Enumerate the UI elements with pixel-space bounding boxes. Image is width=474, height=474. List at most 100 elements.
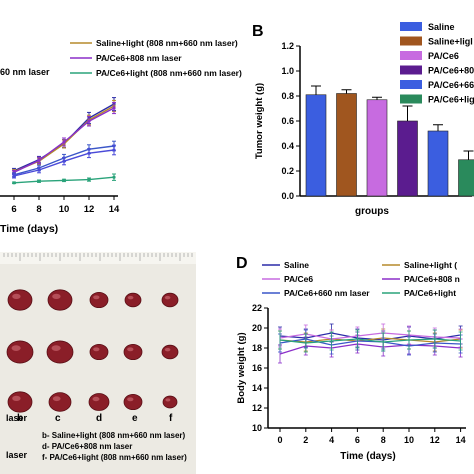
tumor-specimen [124, 292, 142, 308]
panel-a-x-tick-label: 8 [36, 204, 41, 215]
panel-b-y-tick-label: 1.0 [281, 66, 294, 76]
panel-d-x-tick-label: 10 [404, 435, 414, 445]
photo-row-label-0: laser [6, 413, 28, 423]
panel-d-x-tick-label: 12 [430, 435, 440, 445]
panel-d-x-tick-label: 8 [381, 435, 386, 445]
photo-caption-0: b- Saline+light (808 nm+660 nm laser) [42, 431, 186, 440]
panel-d-x-tick-label: 2 [303, 435, 308, 445]
tumor-specimen [89, 343, 109, 361]
tumor-highlight [164, 347, 171, 352]
panel-d-y-tick-label: 18 [252, 343, 262, 353]
panel-a-point [62, 178, 66, 182]
panel-c-photo: laser laser b c d e f b- Saline+light (8… [0, 252, 196, 474]
panel-a-legend: 60 nm laser Saline+light (808 nm+660 nm … [0, 38, 242, 78]
panel-a-x-axis-label: Time (days) [0, 223, 58, 235]
tumor-specimen [162, 395, 178, 409]
panel-a-point [87, 151, 91, 155]
tumor-highlight [127, 397, 134, 402]
tumor-highlight [127, 295, 134, 300]
panel-a-point [112, 175, 116, 179]
panel-a-point [37, 158, 41, 162]
panel-b-bar-5 [458, 159, 474, 197]
photo-col-letter-c: c [55, 413, 61, 424]
panel-a-point [37, 179, 41, 183]
panel-d-legend-label-2: PA/Ce6 [284, 274, 313, 284]
panel-a-chart: 6 8 10 12 14 Time (days) [0, 97, 120, 235]
panel-d-y-tick-label: 16 [252, 363, 262, 373]
tumor-specimen [48, 392, 72, 412]
tumor-specimen [7, 289, 33, 311]
panel-d-chart: 10 12 14 16 18 20 22 0 2 4 6 8 10 12 14 Time (days) Body… [236, 260, 466, 462]
tumor-highlight [12, 395, 21, 402]
panel-b-y-tick-label: 0.6 [281, 116, 294, 126]
panel-b-legend-swatch-3 [400, 65, 422, 75]
panel-d-x-tick-label: 6 [355, 435, 360, 445]
tumor-highlight [12, 293, 21, 300]
photo-caption-1: d- PA/Ce6+808 nm laser [42, 442, 132, 451]
panel-b-y-tick-label: 0.2 [281, 166, 294, 176]
panel-a-point [87, 178, 91, 182]
panel-a-x-tick-label: 6 [11, 204, 16, 215]
panel-b-y-tick-label: 1.2 [281, 41, 294, 51]
tumor-specimen [46, 340, 74, 364]
panel-d-series-line-3 [279, 343, 461, 355]
panel-b-legend-label-0: Saline [428, 22, 455, 32]
tumor-highlight [164, 295, 171, 300]
panel-a-point [37, 168, 41, 172]
panel-b-bar-0 [305, 94, 327, 197]
panel-d-y-tick-label: 12 [252, 403, 262, 413]
panel-b-legend-swatch-4 [400, 80, 422, 89]
panel-b-legend-swatch-0 [400, 22, 422, 31]
tumor-specimen [123, 393, 143, 411]
legend-a-label-2: PA/Ce6+light (808 nm+660 nm laser) [96, 68, 242, 78]
tumor-highlight [93, 347, 100, 352]
tumor-specimen [161, 344, 179, 360]
photo-col-letter-d: d [96, 413, 102, 424]
panel-d-x-tick-label: 14 [456, 435, 466, 445]
panel-d-legend-label-0: Saline [284, 260, 309, 270]
panel-b-legend-swatch-2 [400, 51, 422, 60]
panel-a-x-tick-label: 14 [109, 204, 120, 215]
panel-d-y-tick-label: 10 [252, 423, 262, 433]
panel-d-legend-label-3: PA/Ce6+808 n [404, 274, 460, 284]
photo-row-label-1: laser [6, 450, 28, 460]
photo-ruler [0, 252, 196, 264]
panel-b-y-tick-label: 0.8 [281, 91, 294, 101]
tumor-highlight [11, 345, 21, 351]
panel-d-y-tick-label: 22 [252, 303, 262, 313]
tumor-specimen [6, 340, 34, 364]
photo-col-letter-f: f [169, 413, 173, 424]
panel-b-legend-swatch-5 [400, 94, 422, 104]
panel-d-legend-label-4: PA/Ce6+660 nm laser [284, 288, 370, 298]
panel-b-bar-3 [397, 120, 418, 197]
panel-a-point [112, 148, 116, 152]
legend-a-label-0: Saline+light (808 nm+660 nm laser) [96, 38, 238, 48]
tumor-highlight [52, 293, 61, 300]
panel-d-letter: D [236, 255, 248, 272]
tumor-highlight [127, 347, 134, 352]
photo-caption-2: f- PA/Ce6+light (808 nm+660 nm laser) [42, 453, 187, 462]
panel-a-point [12, 181, 16, 185]
panel-d-y-tick-label: 20 [252, 323, 262, 333]
panel-a-legend-cut-label: 60 nm laser [0, 67, 50, 77]
photo-col-letter-b: b [17, 413, 23, 424]
panel-d-x-tick-label: 0 [277, 435, 282, 445]
panel-d-x-tick-label: 4 [329, 435, 334, 445]
panel-b-chart: 0.0 0.2 0.4 0.6 0.8 1.0 1.2 Tumor weight (g) gro… [254, 22, 474, 217]
tumor-specimen [89, 291, 109, 309]
photo-background [0, 252, 196, 474]
panel-b-bar-2 [366, 99, 388, 197]
panel-a-x-tick-label: 12 [84, 204, 95, 215]
panel-d-series-line-2 [279, 332, 461, 340]
tumor-highlight [93, 295, 100, 300]
panel-b-letter: B [252, 23, 264, 40]
panel-a-x-tick-label: 10 [59, 204, 70, 215]
panel-a-point [62, 140, 66, 144]
panel-d-series-line-5 [279, 338, 461, 344]
panel-d-y-axis-label: Body weight (g) [236, 332, 247, 403]
tumor-highlight [165, 398, 171, 402]
panel-b-legend-label-3: PA/Ce6+80 [428, 66, 474, 76]
panel-b-y-tick-label: 0.0 [281, 191, 294, 201]
panel-b-legend-swatch-1 [400, 36, 422, 46]
